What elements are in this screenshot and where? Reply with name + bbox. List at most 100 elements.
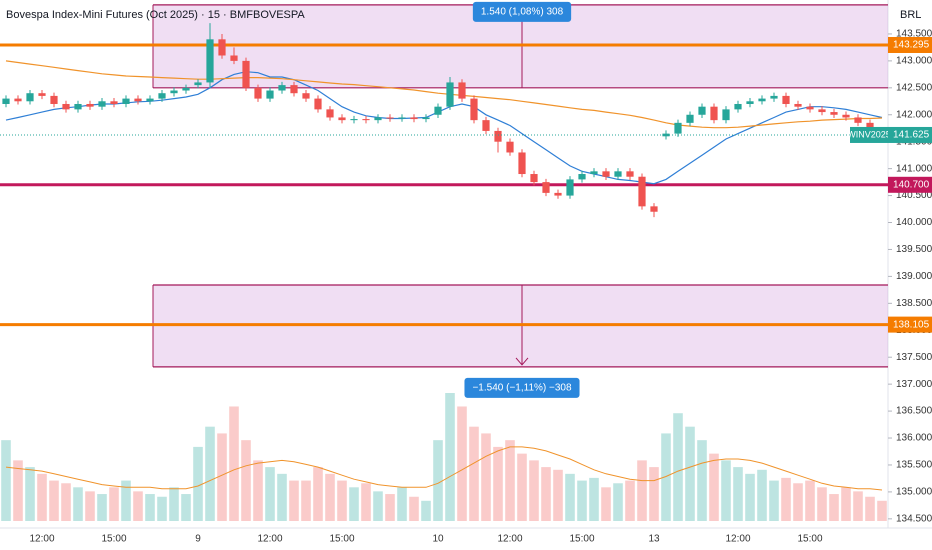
volume-bar	[637, 460, 647, 521]
candle-body	[758, 98, 766, 102]
volume-bar	[25, 467, 35, 521]
candle-body	[794, 103, 802, 107]
volume-bar	[793, 483, 803, 521]
volume-bar	[457, 406, 467, 521]
candle-body	[470, 98, 478, 121]
volume-bar	[745, 473, 755, 521]
volume-bar	[109, 487, 119, 521]
volume-bar	[169, 487, 179, 521]
volume-bar	[157, 496, 167, 521]
volume-bar	[649, 467, 659, 521]
candle-body	[518, 152, 526, 175]
candle-body	[590, 171, 598, 175]
volume-bar	[481, 433, 491, 521]
volume-bar	[577, 480, 587, 521]
x-tick-label: 13	[648, 534, 660, 545]
volume-bar	[661, 433, 671, 521]
y-tick-label: 142.000	[896, 109, 932, 120]
volume-bar	[97, 494, 107, 521]
volume-bar	[877, 500, 887, 521]
volume-bar	[337, 480, 347, 521]
volume-bar	[37, 473, 47, 521]
volume-bar	[445, 393, 455, 521]
candle-body	[350, 119, 358, 121]
candle-body	[854, 117, 862, 123]
candle-body	[542, 182, 550, 193]
candle-body	[158, 93, 166, 99]
candle-body	[2, 98, 10, 104]
y-tick-label: 139.500	[896, 244, 932, 255]
x-tick-label: 15:00	[329, 534, 354, 545]
candle-body	[698, 106, 706, 115]
candle-body	[842, 114, 850, 118]
candle-body	[554, 192, 562, 196]
volume-bar	[85, 491, 95, 521]
volume-bar	[265, 467, 275, 521]
candle-body	[602, 171, 610, 177]
y-tick-label: 134.500	[896, 513, 932, 524]
candle-body	[14, 98, 22, 102]
volume-bar	[181, 494, 191, 521]
candle-body	[242, 60, 250, 88]
volume-bar	[817, 487, 827, 521]
zone-label-box	[464, 377, 580, 398]
volume-bar	[13, 460, 23, 521]
candle-body	[770, 95, 778, 99]
candle-body	[830, 112, 838, 115]
candle-body	[338, 117, 346, 121]
candle-body	[482, 120, 490, 131]
volume-bar	[673, 413, 683, 521]
level-label: 143.295	[893, 40, 930, 51]
volume-bar	[193, 446, 203, 521]
candle-body	[578, 174, 586, 180]
candle-body	[122, 98, 130, 104]
x-tick-label: 10	[432, 534, 444, 545]
volume-bar	[421, 500, 431, 521]
chart-title: Bovespa Index-Mini Futures (Oct 2025) · …	[6, 9, 305, 21]
candle-body	[290, 85, 298, 94]
volume-bar	[769, 480, 779, 521]
candle-body	[362, 119, 370, 121]
candle-body	[170, 90, 178, 94]
candle-body	[614, 171, 622, 177]
candle-body	[386, 117, 394, 119]
candle-body	[146, 98, 154, 102]
y-tick-label: 138.500	[896, 298, 932, 309]
volume-bar	[385, 494, 395, 521]
x-tick-label: 9	[195, 534, 201, 545]
candle-body	[530, 174, 538, 183]
volume-bar	[217, 433, 227, 521]
y-tick-label: 140.500	[896, 190, 932, 201]
volume-bar	[613, 483, 623, 521]
candle-body	[686, 114, 694, 123]
y-tick-label: 137.000	[896, 379, 932, 390]
y-tick-label: 141.000	[896, 163, 932, 174]
candle-body	[446, 82, 454, 107]
y-tick-label: 140.000	[896, 217, 932, 228]
volume-bar	[601, 487, 611, 521]
volume-bar	[313, 467, 323, 521]
volume-bar	[697, 440, 707, 521]
volume-bar	[229, 406, 239, 521]
volume-bar	[373, 491, 383, 521]
volume-bar	[409, 496, 419, 521]
candle-body	[86, 103, 94, 107]
volume-bar	[301, 480, 311, 521]
y-tick-label: 137.500	[896, 352, 932, 363]
x-tick-label: 12:00	[29, 534, 54, 545]
candle-body	[422, 117, 430, 120]
candle-body	[230, 55, 238, 61]
volume-bar	[733, 467, 743, 521]
volume-bar	[721, 460, 731, 521]
zone-label-box	[472, 1, 572, 22]
candle-body	[74, 103, 82, 110]
candle-body	[638, 176, 646, 207]
candle-body	[38, 93, 46, 96]
volume-bar	[865, 496, 875, 521]
volume-bar	[325, 473, 335, 521]
volume-bar	[685, 426, 695, 521]
x-tick-label: 15:00	[797, 534, 822, 545]
volume-bar	[133, 491, 143, 521]
last-price-label: 141.625	[893, 130, 930, 141]
